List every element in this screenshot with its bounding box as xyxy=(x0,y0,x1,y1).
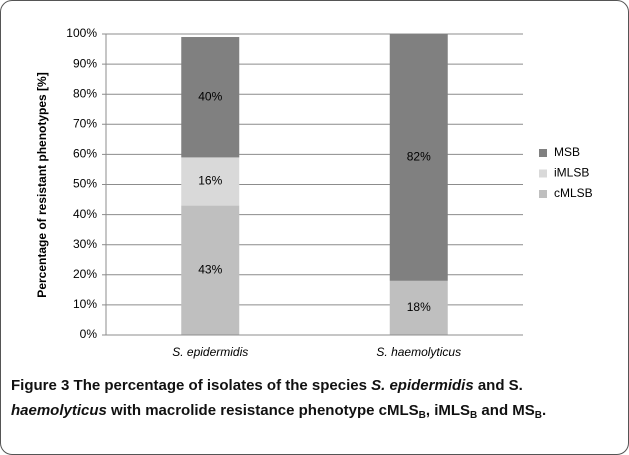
y-tick-label: 30% xyxy=(73,237,97,251)
caption-text: . xyxy=(542,402,547,419)
data-label: 82% xyxy=(407,150,431,164)
bar-segment xyxy=(181,205,240,335)
caption-subscript: B xyxy=(534,410,543,421)
caption-text: and S. xyxy=(473,377,523,394)
legend-swatch xyxy=(539,149,547,157)
caption-text: haemolyticus xyxy=(11,402,107,419)
caption-text: and MS xyxy=(477,402,535,419)
caption: Figure 3 The percentage of isolates of t… xyxy=(11,373,621,423)
y-tick-label: 0% xyxy=(80,327,98,341)
y-tick-label: 10% xyxy=(73,297,97,311)
caption-text: , iMLS xyxy=(425,402,471,419)
caption-text: with macrolide resistance phenotype cMLS xyxy=(106,402,419,419)
bar-segment xyxy=(181,37,240,158)
data-label: 40% xyxy=(198,89,222,103)
legend-label: iMLSB xyxy=(554,166,589,180)
data-label: 43% xyxy=(198,262,222,276)
caption-subscript: B xyxy=(470,410,478,421)
caption-text: The percentage of isolates of the specie… xyxy=(69,377,372,394)
legend-swatch xyxy=(539,190,547,198)
figure-label: Figure 3 xyxy=(11,377,70,394)
bar-segment xyxy=(181,157,240,206)
caption-text: S. epidermidis xyxy=(371,377,474,394)
bar-segment xyxy=(389,280,448,335)
x-tick-label: S. haemolyticus xyxy=(376,345,461,359)
y-tick-label: 20% xyxy=(73,267,97,281)
legend-label: MSB xyxy=(554,145,580,159)
y-axis-label: Percentage of resistant phenotypes [%] xyxy=(35,72,49,297)
legend-swatch xyxy=(539,169,547,178)
caption-subscript: B xyxy=(418,410,426,421)
data-label: 18% xyxy=(407,300,431,314)
bar-segment xyxy=(389,34,448,281)
y-tick-label: 70% xyxy=(73,116,97,130)
y-tick-label: 40% xyxy=(73,207,97,221)
y-tick-label: 100% xyxy=(66,26,97,40)
data-label: 16% xyxy=(198,174,222,188)
y-tick-label: 80% xyxy=(73,86,97,100)
legend-label: cMLSB xyxy=(554,186,593,200)
chart: Percentage of resistant phenotypes [%] 0… xyxy=(35,26,593,359)
y-tick-label: 60% xyxy=(73,147,97,161)
y-tick-label: 50% xyxy=(73,177,97,191)
y-tick-label: 90% xyxy=(73,56,97,70)
x-tick-label: S. epidermidis xyxy=(172,345,248,359)
